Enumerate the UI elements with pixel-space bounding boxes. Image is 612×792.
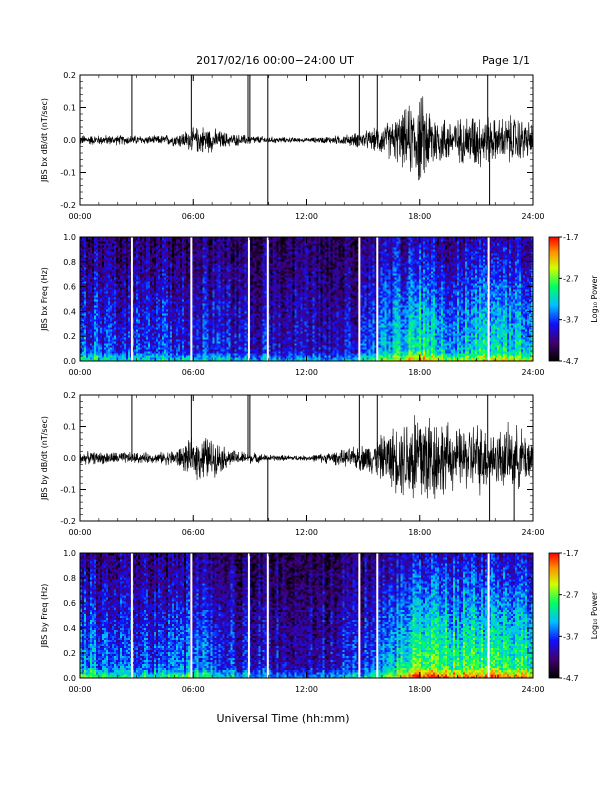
data-gap-0 bbox=[131, 237, 133, 361]
x-axis-label: Universal Time (hh:mm) bbox=[217, 712, 350, 725]
colorbar bbox=[549, 237, 559, 361]
y-tick-label: 0.4 bbox=[63, 624, 76, 633]
colorbar-tick-label: -4.7 bbox=[563, 357, 579, 366]
x-tick-label: 12:00 bbox=[295, 685, 318, 694]
page-title: 2017/02/16 00:00−24:00 UT bbox=[196, 54, 354, 67]
y-tick-label: -0.1 bbox=[60, 169, 76, 178]
timeseries-panel-2: 0.2 0.1 0.0 -0.1 -0.2 00:00 06:00 12:00 18:00 24:… bbox=[40, 391, 545, 537]
x-tick-label: 24:00 bbox=[521, 528, 544, 537]
x-tick-label: 06:00 bbox=[182, 212, 205, 221]
x-tick-label: 06:00 bbox=[182, 685, 205, 694]
y-tick-label: 0.0 bbox=[63, 136, 76, 145]
spectrogram-panel-1: 1.0 0.8 0.6 0.4 0.2 0.0 00:00 06:00 12:00 18:00 24… bbox=[40, 233, 599, 377]
y-tick-label: 0.2 bbox=[63, 332, 76, 341]
data-gap-3 bbox=[267, 553, 269, 678]
data-gap-5 bbox=[376, 553, 378, 678]
colorbar-tick-label: -1.7 bbox=[563, 233, 579, 242]
colorbar-tick-label: -4.7 bbox=[563, 674, 579, 683]
data-gap-1 bbox=[190, 237, 192, 361]
x-tick-label: 00:00 bbox=[68, 685, 91, 694]
x-tick-label: 18:00 bbox=[408, 368, 431, 377]
page-label: Page 1/1 bbox=[482, 54, 530, 67]
x-tick-label: 12:00 bbox=[295, 212, 318, 221]
x-tick-label: 24:00 bbox=[521, 685, 544, 694]
data-gap-6 bbox=[488, 553, 490, 678]
y-tick-label: 0.0 bbox=[63, 674, 76, 683]
colorbar-tick-label: -3.7 bbox=[563, 632, 579, 641]
x-tick-label: 12:00 bbox=[295, 368, 318, 377]
data-gap-0 bbox=[131, 553, 133, 678]
spectrogram-cells bbox=[80, 553, 533, 678]
colorbar-tick-label: -1.7 bbox=[563, 549, 579, 558]
x-tick-label: 00:00 bbox=[68, 212, 91, 221]
timeseries-panel-0: 0.2 0.1 0.0 -0.1 -0.2 00:00 06:00 12:00 18:00 24:… bbox=[40, 71, 545, 221]
x-tick-label: 24:00 bbox=[521, 368, 544, 377]
x-tick-label: 00:00 bbox=[68, 528, 91, 537]
data-gap-1 bbox=[190, 553, 192, 678]
x-tick-label: 24:00 bbox=[521, 212, 544, 221]
y-axis-label: JBS bx Freq (Hz) bbox=[40, 267, 49, 332]
timeseries-trace bbox=[80, 96, 533, 180]
spectrogram-panel-3: 1.0 0.8 0.6 0.4 0.2 0.0 00:00 06:00 12:00 18:00 24… bbox=[40, 549, 599, 694]
data-gap-2 bbox=[248, 553, 250, 678]
data-gap-5 bbox=[376, 237, 378, 361]
y-tick-label: 0.4 bbox=[63, 307, 76, 316]
y-tick-label: 1.0 bbox=[63, 233, 76, 242]
y-tick-label: 0.1 bbox=[63, 423, 76, 432]
y-tick-label: 0.8 bbox=[63, 258, 76, 267]
y-tick-label: 0.2 bbox=[63, 71, 76, 80]
y-axis-label: JBS bx dB/dt (nT/sec) bbox=[40, 98, 49, 183]
colorbar-tick-label: -2.7 bbox=[563, 591, 579, 600]
x-tick-label: 06:00 bbox=[182, 368, 205, 377]
x-tick-label: 18:00 bbox=[408, 685, 431, 694]
y-tick-label: 0.0 bbox=[63, 454, 76, 463]
x-tick-label: 12:00 bbox=[295, 528, 318, 537]
x-tick-label: 06:00 bbox=[182, 528, 205, 537]
data-gap-4 bbox=[358, 553, 360, 678]
x-tick-label: 18:00 bbox=[408, 528, 431, 537]
colorbar bbox=[549, 553, 559, 678]
y-tick-label: 0.2 bbox=[63, 649, 76, 658]
x-tick-label: 18:00 bbox=[408, 212, 431, 221]
timeseries-trace bbox=[80, 415, 533, 499]
colorbar-tick-label: -3.7 bbox=[563, 316, 579, 325]
y-tick-label: -0.2 bbox=[60, 517, 76, 526]
x-tick-label: 00:00 bbox=[68, 368, 91, 377]
y-tick-label: 0.0 bbox=[63, 357, 76, 366]
spectrogram-cells bbox=[80, 237, 533, 361]
y-axis-label: JBS by dB/dt (nT/sec) bbox=[40, 416, 49, 501]
data-gap-6 bbox=[488, 237, 490, 361]
colorbar-tick-label: -2.7 bbox=[563, 274, 579, 283]
y-axis-label: JBS by Freq (Hz) bbox=[40, 584, 49, 649]
y-tick-label: 0.1 bbox=[63, 104, 76, 113]
y-tick-label: 0.8 bbox=[63, 574, 76, 583]
colorbar-label: Log₁₀ Power bbox=[590, 591, 599, 639]
y-tick-label: -0.2 bbox=[60, 201, 76, 210]
y-tick-label: 0.6 bbox=[63, 283, 76, 292]
data-gap-2 bbox=[248, 237, 250, 361]
y-tick-label: 0.2 bbox=[63, 391, 76, 400]
data-gap-3 bbox=[267, 237, 269, 361]
y-tick-label: 1.0 bbox=[63, 549, 76, 558]
y-tick-label: 0.6 bbox=[63, 599, 76, 608]
y-tick-label: -0.1 bbox=[60, 486, 76, 495]
colorbar-label: Log₁₀ Power bbox=[590, 275, 599, 323]
data-gap-4 bbox=[358, 237, 360, 361]
